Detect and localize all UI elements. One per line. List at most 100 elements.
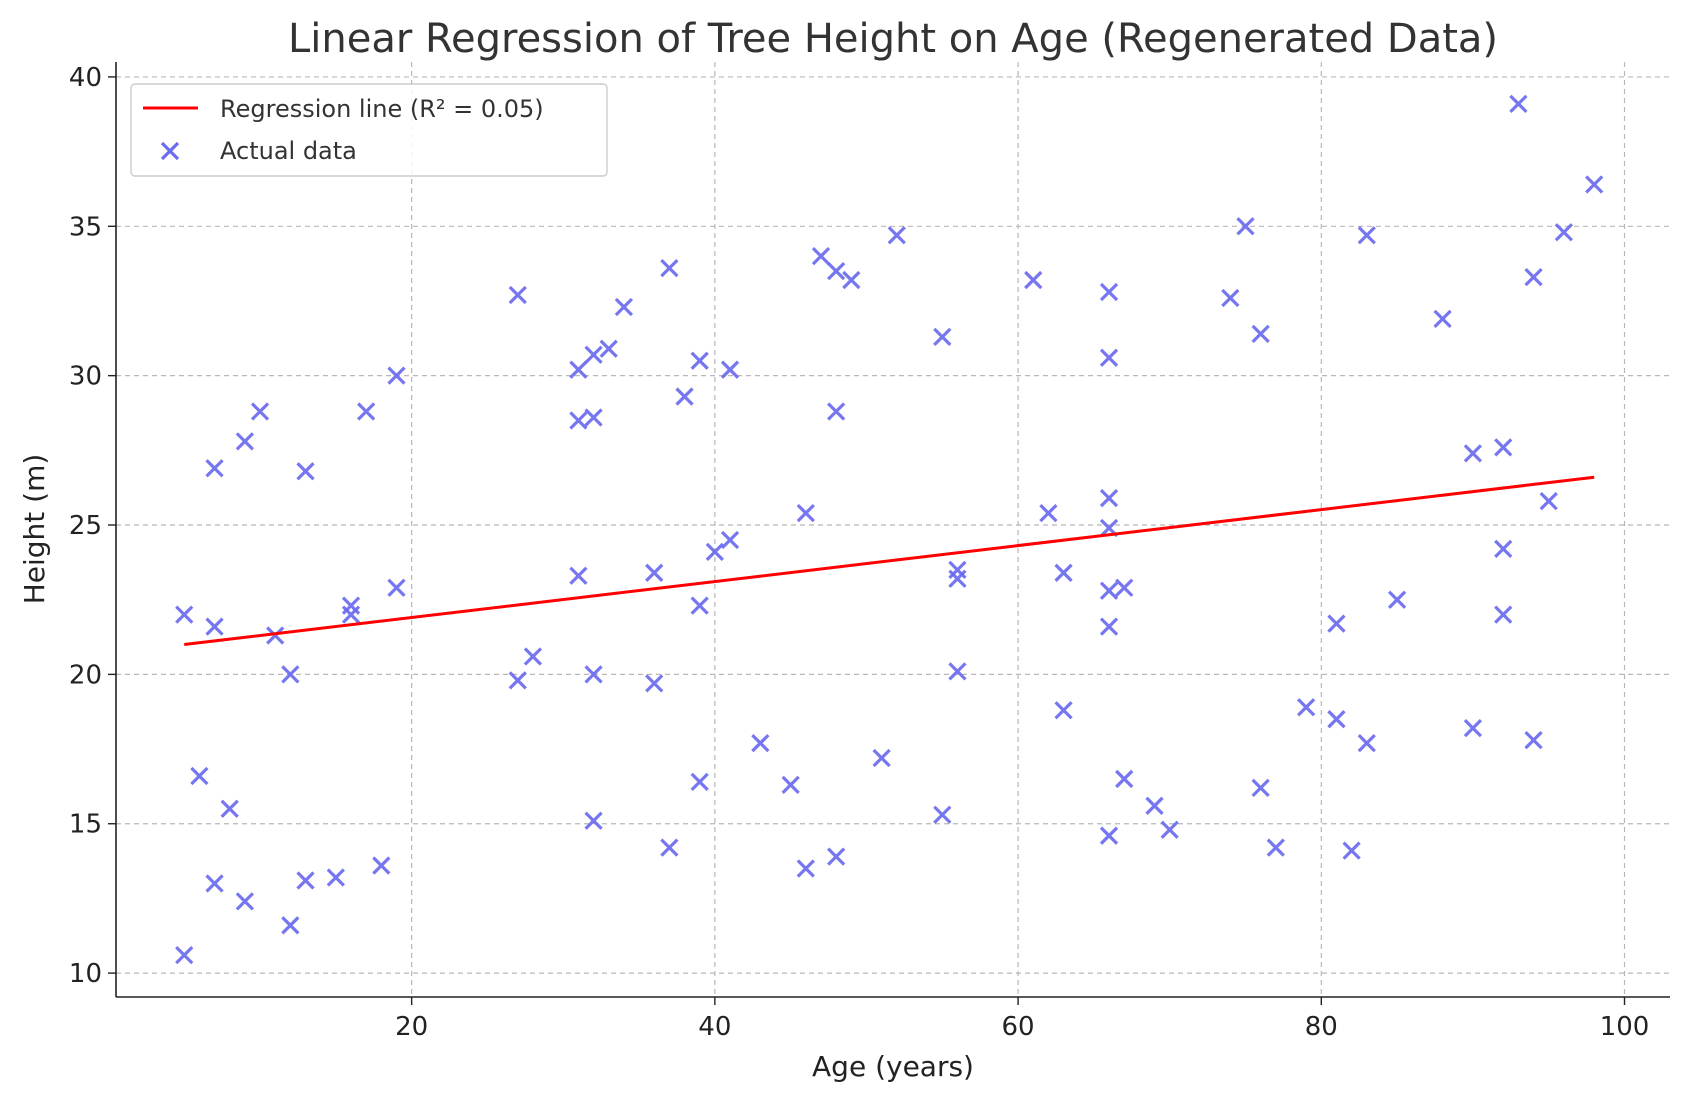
data-point — [1463, 444, 1483, 463]
y-tick-label: 40 — [69, 63, 102, 93]
y-tick-label: 10 — [69, 959, 102, 989]
x-tick-label: 80 — [1305, 1012, 1338, 1042]
data-point — [1357, 733, 1376, 753]
plot-area — [175, 94, 1604, 965]
data-point — [1039, 503, 1058, 523]
data-point — [266, 626, 285, 645]
data-point — [569, 566, 588, 585]
data-point — [690, 596, 709, 615]
data-point — [933, 327, 952, 346]
data-point — [948, 662, 967, 681]
data-point — [1251, 324, 1270, 343]
data-point — [205, 617, 224, 636]
data-point — [1160, 820, 1179, 839]
x-axis-label: Age (years) — [812, 1050, 974, 1083]
chart-title: Linear Regression of Tree Height on Age … — [288, 16, 1498, 62]
data-point — [660, 838, 679, 857]
data-point — [1054, 563, 1073, 582]
grid — [116, 62, 1670, 997]
data-point — [872, 748, 891, 768]
data-point — [326, 868, 345, 887]
data-point — [190, 766, 209, 786]
data-point — [1054, 701, 1073, 720]
data-point — [235, 432, 254, 451]
data-point — [614, 297, 634, 317]
data-point — [584, 811, 603, 830]
legend-x-marker — [160, 141, 180, 161]
data-point — [827, 261, 846, 281]
y-tick-label: 20 — [69, 660, 102, 690]
data-point — [235, 892, 254, 911]
data-point — [584, 408, 603, 427]
data-point — [781, 775, 800, 795]
data-point — [281, 916, 300, 935]
data-point — [1585, 175, 1604, 194]
data-point — [1387, 590, 1407, 609]
data-point — [690, 351, 709, 370]
data-point — [933, 805, 952, 824]
data-point — [341, 605, 361, 624]
data-point — [387, 578, 406, 597]
data-point — [205, 874, 224, 893]
y-tick-label: 15 — [69, 810, 102, 840]
x-tick-label: 20 — [395, 1012, 428, 1042]
data-point — [387, 366, 406, 385]
data-point — [690, 772, 709, 792]
data-point — [508, 285, 527, 305]
x-tick-label: 60 — [1002, 1012, 1035, 1042]
data-point — [175, 946, 194, 965]
data-point — [720, 530, 740, 550]
data-point — [1494, 605, 1513, 624]
regression-line — [184, 475, 1595, 646]
data-point — [1099, 489, 1119, 508]
legend-box — [130, 83, 608, 177]
data-point — [296, 462, 315, 481]
data-point — [720, 360, 740, 379]
data-point — [584, 665, 603, 684]
data-point — [1099, 581, 1119, 600]
ticks: 20 40 60 80 100 10 15 20 25 30 35 40 — [69, 63, 1649, 1042]
data-point — [1524, 730, 1543, 750]
data-point — [1099, 282, 1119, 302]
y-tick-label: 35 — [69, 212, 102, 242]
data-point — [1509, 94, 1528, 113]
data-point — [827, 847, 846, 866]
x-tick-label: 40 — [698, 1012, 731, 1042]
data-point — [523, 647, 543, 666]
data-point — [1494, 438, 1513, 457]
legend-label-actual: Actual data — [220, 137, 357, 165]
data-point — [796, 503, 815, 523]
data-point — [1115, 769, 1134, 789]
data-point — [1251, 778, 1270, 798]
legend-label-regression: Regression line (R² = 0.05) — [220, 95, 544, 123]
data-point — [1221, 288, 1240, 308]
data-point — [372, 856, 391, 875]
data-point — [250, 402, 270, 421]
data-point — [887, 226, 906, 245]
data-point — [1115, 578, 1134, 597]
data-point — [811, 247, 831, 266]
data-point — [1342, 841, 1361, 860]
data-point — [1327, 710, 1346, 729]
legend-marker-swatch — [160, 141, 180, 161]
data-point — [1494, 539, 1513, 559]
data-point — [1145, 796, 1164, 815]
y-tick-label: 25 — [69, 511, 102, 541]
data-point — [645, 563, 664, 582]
data-point — [645, 674, 664, 693]
data-point — [296, 871, 315, 890]
data-point — [1099, 348, 1119, 367]
data-point — [827, 402, 846, 421]
data-point — [1357, 226, 1376, 245]
legend: Regression line (R² = 0.05) Actual data — [130, 83, 608, 177]
data-point — [705, 542, 724, 562]
data-point — [1236, 217, 1255, 236]
data-point — [357, 402, 376, 421]
data-point — [281, 665, 300, 684]
data-point — [660, 258, 679, 278]
data-point — [1024, 270, 1043, 290]
data-point — [599, 339, 618, 358]
y-axis-label: Height (m) — [18, 454, 51, 605]
